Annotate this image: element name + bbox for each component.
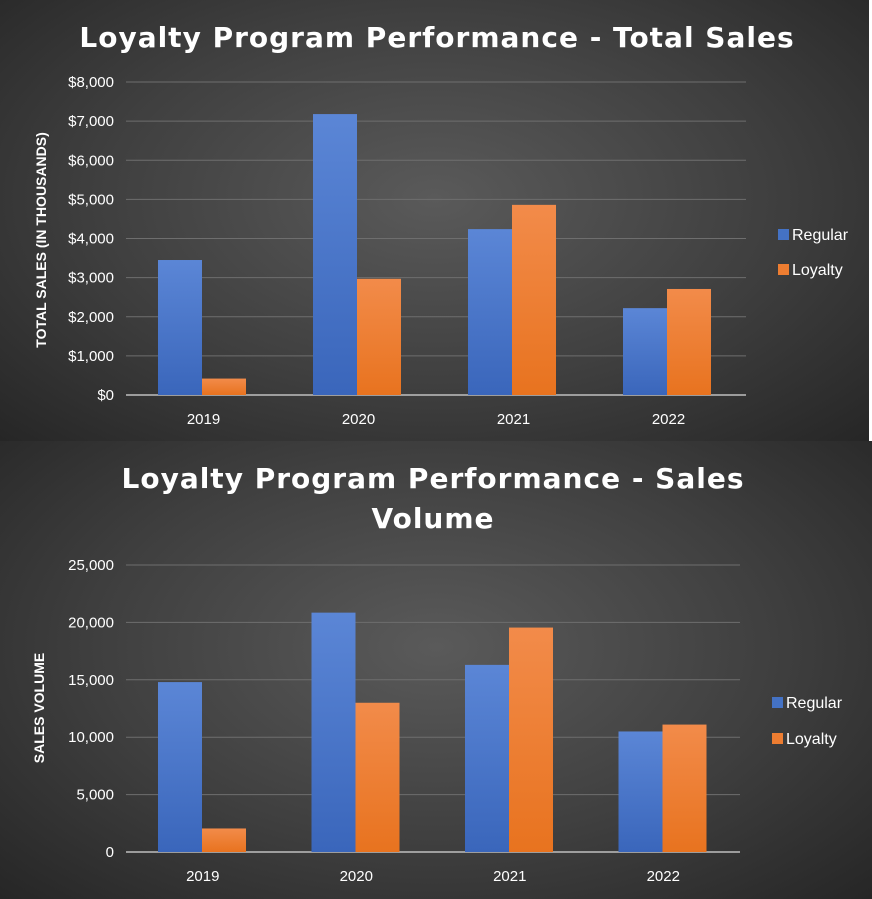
x-tick-label: 2019 <box>186 868 219 885</box>
legend-swatch-loyalty <box>778 264 789 275</box>
sales-volume-chart-panel: Loyalty Program Performance - Sales Volu… <box>0 441 872 899</box>
legend-label-loyalty: Loyalty <box>786 731 837 748</box>
legend-label-regular: Regular <box>786 695 843 712</box>
bar-loyalty-2021 <box>512 204 556 395</box>
bar-regular-2019 <box>158 260 202 395</box>
y-tick-label: 20,000 <box>68 614 114 631</box>
bar-loyalty-2022 <box>667 288 711 395</box>
y-tick-label: $2,000 <box>68 309 114 326</box>
chart-title-line-2: Volume <box>371 502 494 535</box>
y-tick-label: 0 <box>106 844 114 861</box>
x-tick-label: 2020 <box>342 411 375 428</box>
legend: Regular Loyalty <box>772 695 843 748</box>
y-tick-label: $7,000 <box>68 113 114 130</box>
bar-loyalty-2020 <box>355 702 400 852</box>
y-axis-label: SALES VOLUME <box>31 653 47 763</box>
legend-label-regular: Regular <box>792 227 849 244</box>
y-tick-label: 15,000 <box>68 672 114 689</box>
chart-title-line-1: Loyalty Program Performance - Sales <box>121 462 744 495</box>
y-tick-label: 5,000 <box>76 787 114 804</box>
legend-swatch-regular <box>772 697 783 708</box>
bar-regular-2022 <box>623 308 667 395</box>
y-tick-label: $1,000 <box>68 348 114 365</box>
y-tick-label: $3,000 <box>68 270 114 287</box>
y-tick-label: $8,000 <box>68 74 114 91</box>
plot-area: $0 $1,000 $2,000 $3,000 $4,000 $5,000 $6,000 $7… <box>68 74 746 428</box>
chart-title: Loyalty Program Performance - Total Sale… <box>79 21 794 54</box>
bar-regular-2022 <box>618 731 663 852</box>
bar-loyalty-2022 <box>662 724 707 852</box>
bar-regular-2021 <box>465 664 509 852</box>
bar-loyalty-2019 <box>202 828 246 852</box>
total-sales-chart-panel: Loyalty Program Performance - Total Sale… <box>0 0 869 441</box>
bar-loyalty-2019 <box>202 378 246 395</box>
bar-loyalty-2021 <box>509 627 553 852</box>
bar-regular-2020 <box>311 612 356 852</box>
y-tick-label: 10,000 <box>68 729 114 746</box>
legend: Regular Loyalty <box>778 227 849 279</box>
x-tick-label: 2022 <box>647 868 680 885</box>
y-tick-label: $6,000 <box>68 152 114 169</box>
x-tick-label: 2020 <box>340 868 373 885</box>
y-tick-label: $5,000 <box>68 191 114 208</box>
x-tick-label: 2019 <box>187 411 220 428</box>
bar-regular-2020 <box>313 114 357 396</box>
sales-volume-chart: Loyalty Program Performance - Sales Volu… <box>31 462 843 885</box>
legend-swatch-regular <box>778 229 789 240</box>
legend-label-loyalty: Loyalty <box>792 262 843 279</box>
bar-loyalty-2020 <box>357 278 401 395</box>
y-tick-label: $0 <box>97 387 114 404</box>
bar-regular-2019 <box>158 682 202 852</box>
plot-area: 0 5,000 10,000 15,000 20,000 25,000 2019 2020 20… <box>68 557 740 885</box>
y-tick-label: $4,000 <box>68 231 114 248</box>
legend-swatch-loyalty <box>772 733 783 744</box>
x-tick-label: 2021 <box>493 868 526 885</box>
total-sales-chart: Loyalty Program Performance - Total Sale… <box>33 21 849 428</box>
y-axis-label: TOTAL SALES (IN THOUSANDS) <box>33 132 49 347</box>
bar-regular-2021 <box>468 229 512 395</box>
y-tick-label: 25,000 <box>68 557 114 574</box>
x-tick-label: 2022 <box>652 411 685 428</box>
x-tick-label: 2021 <box>497 411 530 428</box>
